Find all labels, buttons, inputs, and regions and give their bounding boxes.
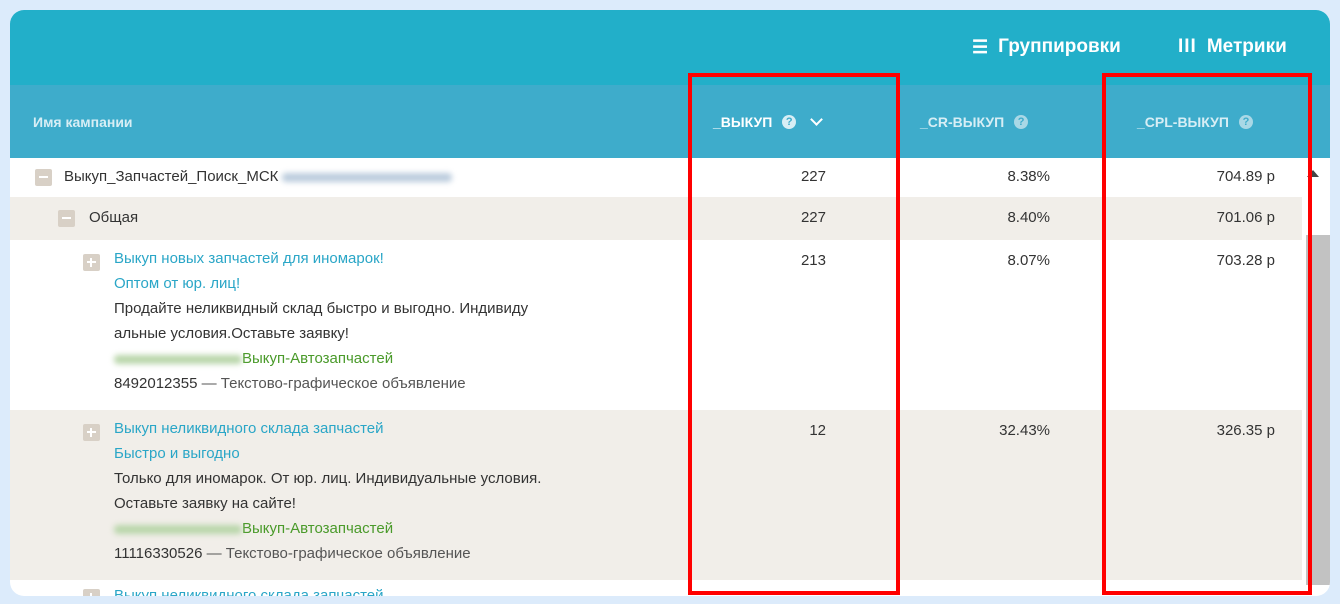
expand-icon[interactable] — [83, 589, 100, 596]
ad-preview: Выкуп неликвидного склада запчастей Быст… — [114, 416, 541, 566]
help-icon[interactable]: ? — [782, 114, 797, 129]
table-row-group: Общая 227 8.40% 701.06 р — [10, 197, 1302, 240]
cell-vykup: 12 — [809, 422, 826, 439]
ad-text: Продайте неликвидный склад быстро и выго… — [114, 300, 529, 317]
highlight-box-cpl — [1102, 73, 1312, 595]
ad-meta: 8492012355 — Текстово-графическое объявл… — [114, 375, 466, 392]
ad-url: Выкуп-Автозапчастей — [114, 516, 541, 541]
group-name: Общая — [89, 209, 139, 226]
report-panel: ☰ Группировки III Метрики Имя кампании _… — [10, 10, 1330, 596]
ad-title-1[interactable]: Выкуп новых запчастей для иномарок! — [114, 250, 384, 267]
cell-cpl: 704.89 р — [1216, 168, 1275, 185]
redacted-text — [282, 172, 453, 182]
collapse-icon[interactable] — [35, 169, 52, 186]
cell-vykup: 227 — [800, 168, 826, 185]
ad-title-1[interactable]: Выкуп неликвидного склада запчастей — [114, 587, 384, 596]
campaign-name: Выкуп_Запчастей_Поиск_МСК — [64, 168, 453, 185]
ad-meta: 11116330526 — Текстово-графическое объяв… — [114, 545, 471, 562]
list-icon: ☰ — [972, 36, 989, 57]
column-header-vykup[interactable]: _ВЫКУП ? — [713, 85, 824, 158]
expand-icon[interactable] — [83, 254, 100, 271]
table-row-ad: Выкуп неликвидного склада запчастей — [10, 580, 1302, 596]
cell-cpl: 703.28 р — [1216, 252, 1275, 269]
table-row-campaign: Выкуп_Запчастей_Поиск_МСК 227 8.38% 704.… — [10, 158, 1302, 197]
cell-cr: 32.43% — [999, 422, 1050, 439]
cell-cr: 8.38% — [1007, 168, 1050, 185]
ad-text: Оставьте заявку на сайте! — [114, 495, 296, 512]
ad-preview: Выкуп новых запчастей для иномарок! Опто… — [114, 246, 528, 396]
ad-title-2[interactable]: Оптом от юр. лиц! — [114, 275, 241, 292]
help-icon[interactable]: ? — [1238, 114, 1253, 129]
cell-cr: 8.07% — [1007, 252, 1050, 269]
column-header-cr[interactable]: _CR-ВЫКУП ? — [920, 85, 1029, 158]
highlight-box-vykup — [688, 73, 900, 595]
table-row-ad: Выкуп новых запчастей для иномарок! Опто… — [10, 240, 1302, 410]
cell-vykup: 213 — [800, 252, 826, 269]
columns-icon: III — [1178, 36, 1197, 57]
scroll-up-arrow-icon[interactable] — [1307, 170, 1319, 177]
column-header-name[interactable]: Имя кампании — [33, 113, 133, 130]
column-header-cpl[interactable]: _CPL-ВЫКУП ? — [1137, 85, 1253, 158]
ad-url: Выкуп-Автозапчастей — [114, 346, 528, 371]
ad-title-2[interactable]: Быстро и выгодно — [114, 445, 240, 462]
ad-title-1[interactable]: Выкуп неликвидного склада запчастей — [114, 420, 384, 437]
cell-cr: 8.40% — [1007, 209, 1050, 226]
redacted-domain — [114, 354, 242, 364]
redacted-domain — [114, 524, 242, 534]
toolbar: ☰ Группировки III Метрики — [10, 10, 1330, 85]
metrics-button[interactable]: III Метрики — [1178, 36, 1287, 57]
help-icon[interactable]: ? — [1014, 114, 1029, 129]
table-row-ad: Выкуп неликвидного склада запчастей Быст… — [10, 410, 1302, 580]
cell-cpl: 326.35 р — [1216, 422, 1275, 439]
collapse-icon[interactable] — [58, 210, 75, 227]
groupings-button[interactable]: ☰ Группировки — [972, 36, 1121, 57]
ad-text: Только для иномарок. От юр. лиц. Индивид… — [114, 470, 542, 487]
ad-text: альные условия.Оставьте заявку! — [114, 325, 349, 342]
expand-icon[interactable] — [83, 424, 100, 441]
cell-vykup: 227 — [800, 209, 826, 226]
cell-cpl: 701.06 р — [1216, 209, 1275, 226]
table-header: Имя кампании _ВЫКУП ? _CR-ВЫКУП ? _CPL-В… — [10, 85, 1330, 158]
